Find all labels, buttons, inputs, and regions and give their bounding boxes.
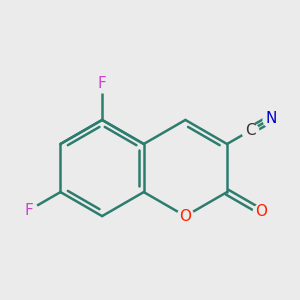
Text: O: O bbox=[179, 208, 191, 224]
Text: O: O bbox=[255, 204, 267, 219]
Text: F: F bbox=[98, 76, 106, 92]
Text: C: C bbox=[244, 123, 255, 138]
Text: F: F bbox=[25, 202, 34, 217]
Text: N: N bbox=[265, 111, 277, 126]
